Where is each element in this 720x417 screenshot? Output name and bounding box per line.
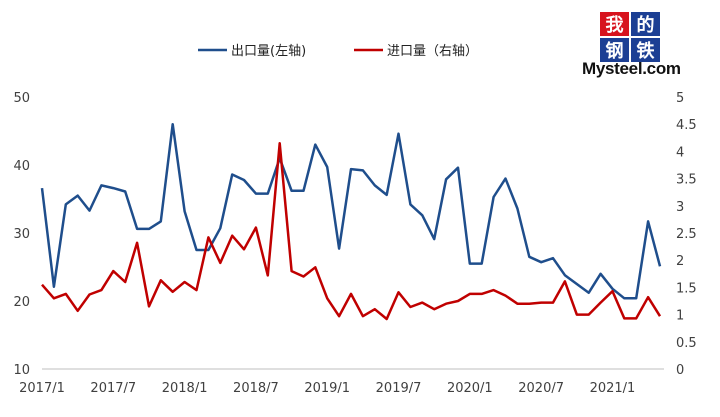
y-right-tick-label: 0.5 (676, 336, 697, 351)
legend-label-export: 出口量(左轴) (231, 44, 306, 59)
x-tick-label: 2017/1 (19, 381, 65, 396)
logo-wordmark: Mysteel.com (582, 59, 681, 78)
y-right-tick-label: 3.5 (676, 173, 697, 188)
y-right-tick-label: 4 (676, 145, 684, 160)
y-right-tick-label: 5 (676, 91, 684, 106)
logo-char-2: 的 (631, 12, 660, 36)
series-layer (40, 122, 662, 321)
y-right-tick-label: 2.5 (676, 227, 697, 242)
x-tick-label: 2019/1 (304, 381, 350, 396)
x-tick-label: 2020/1 (447, 381, 493, 396)
legend-label-import: 进口量（右轴） (387, 44, 478, 59)
y-axis-right: 0 0.5 1 1.5 2 2.5 3 3.5 4 4.5 5 (676, 91, 697, 378)
y-right-tick-label: 2 (676, 254, 684, 269)
logo-char-4: 铁 (631, 38, 660, 62)
x-tick-label: 2019/7 (376, 381, 422, 396)
y-axis-left: 10 20 30 40 50 (13, 91, 30, 378)
x-tick-label: 2017/7 (90, 381, 136, 396)
x-axis: 2017/1 2017/7 2018/1 2018/7 2019/1 2019/7 2020… (19, 381, 635, 396)
x-tick-label: 2021/1 (590, 381, 636, 396)
x-tick-label: 2018/7 (233, 381, 279, 396)
x-tick-label: 2018/1 (162, 381, 208, 396)
logo-char-1: 我 (600, 12, 629, 36)
legend: 出口量(左轴) 进口量（右轴） (198, 44, 478, 59)
series-line-import (41, 141, 662, 321)
y-left-tick-label: 40 (13, 159, 30, 174)
y-left-tick-label: 50 (13, 91, 30, 106)
series-line-export (40, 122, 662, 300)
y-right-tick-label: 4.5 (676, 118, 697, 133)
y-right-tick-label: 3 (676, 200, 684, 215)
y-left-tick-label: 30 (13, 227, 30, 242)
y-right-tick-label: 1 (676, 309, 684, 324)
y-left-tick-label: 20 (13, 295, 30, 310)
y-right-tick-label: 0 (676, 363, 684, 378)
mysteel-logo: 我 的 钢 铁 Mysteel.com (582, 8, 716, 80)
y-left-tick-label: 10 (13, 363, 30, 378)
logo-char-3: 钢 (600, 38, 629, 62)
y-right-tick-label: 1.5 (676, 281, 697, 296)
x-tick-label: 2020/7 (518, 381, 564, 396)
